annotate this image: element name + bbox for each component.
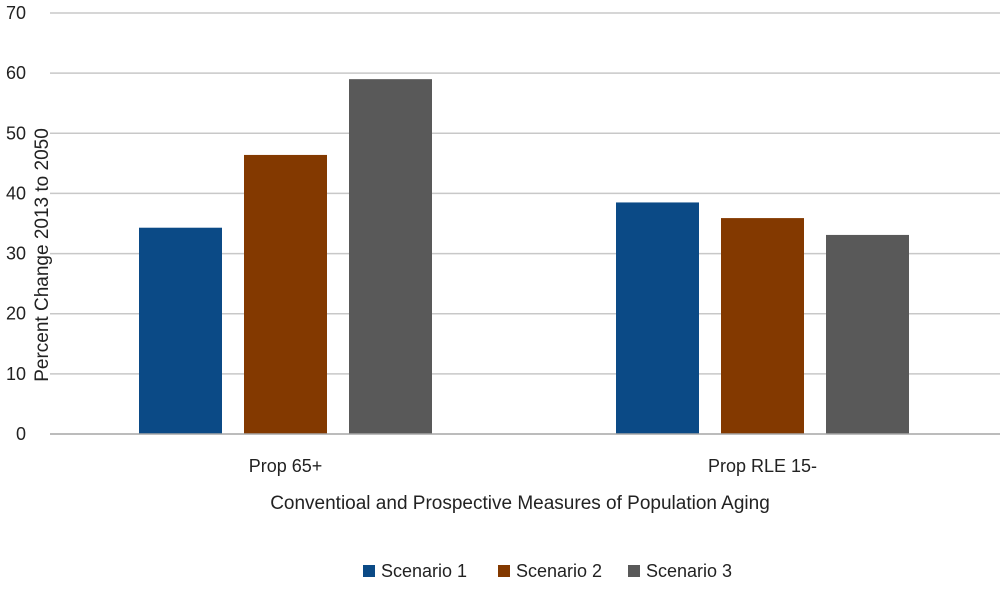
y-tick-label: 10: [6, 364, 26, 384]
y-tick-label: 40: [6, 183, 26, 203]
legend: Scenario 1 Scenario 2 Scenario 3: [363, 561, 732, 581]
x-tick-label: Prop RLE 15-: [708, 456, 817, 476]
legend-swatch: [363, 565, 375, 577]
bar-1-2: [616, 202, 699, 434]
legend-swatch: [498, 565, 510, 577]
y-tick-label: 30: [6, 244, 26, 264]
bar-2-2: [721, 218, 804, 434]
legend-item: Scenario 2: [498, 561, 602, 581]
legend-label: Scenario 2: [516, 561, 602, 581]
y-tick-label: 20: [6, 304, 26, 324]
legend-item: Scenario 1: [363, 561, 467, 581]
y-tick-label: 0: [16, 424, 26, 444]
y-tick-label: 60: [6, 63, 26, 83]
x-axis-ticks: Prop 65+ Prop RLE 15-: [249, 456, 817, 476]
bar-2-1: [244, 154, 327, 435]
y-tick-label: 70: [6, 3, 26, 23]
y-tick-label: 50: [6, 123, 26, 143]
bar-3-2: [826, 234, 909, 434]
x-axis-label: Conventioal and Prospective Measures of …: [270, 493, 770, 514]
legend-label: Scenario 1: [381, 561, 467, 581]
x-tick-label: Prop 65+: [249, 456, 323, 476]
bars: [139, 79, 909, 435]
legend-item: Scenario 3: [628, 561, 732, 581]
legend-label: Scenario 3: [646, 561, 732, 581]
legend-swatch: [628, 565, 640, 577]
bar-1-1: [139, 227, 222, 434]
y-axis-label: Percent Change 2013 to 2050: [32, 128, 53, 382]
bar-3-1: [349, 79, 432, 435]
y-axis-ticks: 0 10 20 30 40 50 60 70: [6, 3, 26, 444]
